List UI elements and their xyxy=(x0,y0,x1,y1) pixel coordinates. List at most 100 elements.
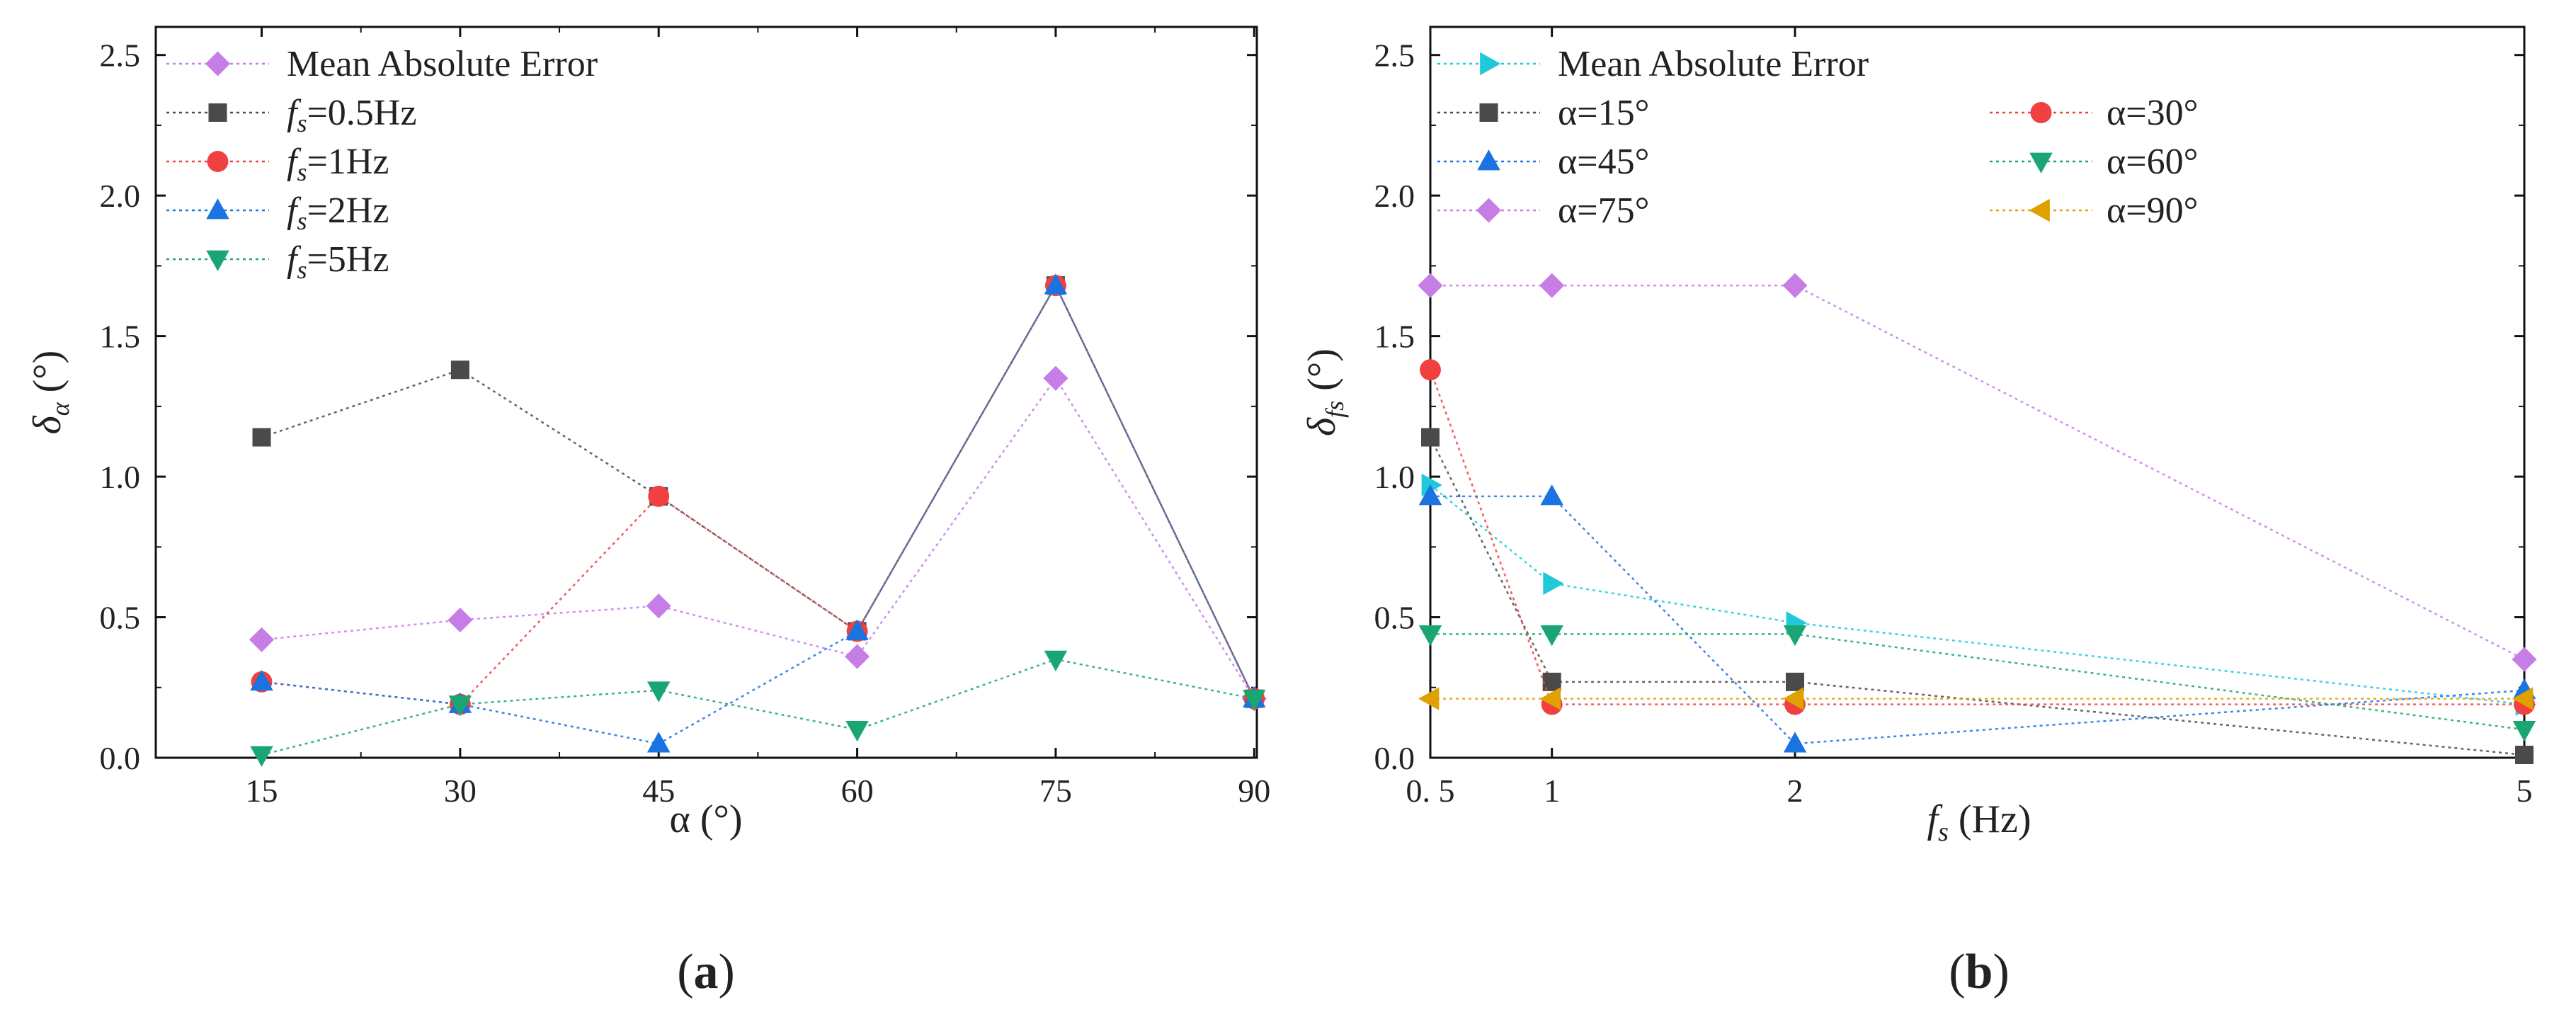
legend-marker xyxy=(205,51,231,76)
data-point xyxy=(648,485,670,507)
data-point xyxy=(448,607,473,633)
series-2 xyxy=(1420,359,2535,715)
legend-marker xyxy=(2029,152,2053,174)
legend-marker xyxy=(2029,198,2050,222)
legend-item: fs=2Hz xyxy=(166,191,389,235)
series-line xyxy=(1430,495,2525,745)
data-point xyxy=(2512,720,2536,742)
legend-marker xyxy=(1480,52,1501,76)
data-point xyxy=(1418,687,1440,710)
x-axis-label: α (°) xyxy=(669,797,742,841)
data-point xyxy=(1540,625,1563,647)
chart-panel-a: 0.0 0.5 1.0 1.5 2.0 2.5 15 30 45 60 75 90 α (°) δα (°… xyxy=(25,25,1270,999)
legend-item: α=90° xyxy=(1990,191,2198,231)
legend-marker xyxy=(2030,102,2052,123)
series-line xyxy=(261,658,1255,756)
x-tick-label: 15 xyxy=(246,773,278,809)
legend-label: α=75° xyxy=(1558,191,1649,231)
legend-item: fs=1Hz xyxy=(166,142,389,186)
x-tick-label: 30 xyxy=(444,773,477,809)
data-point xyxy=(646,593,671,619)
y-axis-label: δα (°) xyxy=(25,351,74,435)
legend-item: fs=5Hz xyxy=(166,239,389,284)
y-tick-label: 1.0 xyxy=(1374,459,1415,495)
legend-label: Mean Absolute Error xyxy=(287,44,598,84)
legend-marker xyxy=(1477,149,1500,171)
legend-label: α=15° xyxy=(1558,93,1649,133)
panel-caption: (b) xyxy=(1949,945,2010,999)
series-line xyxy=(1430,284,2525,661)
y-tick-label: 1.5 xyxy=(100,319,141,355)
series-0 xyxy=(249,365,1267,712)
legend-marker xyxy=(207,151,229,172)
series-line xyxy=(1429,369,2524,705)
series-line xyxy=(261,283,1255,705)
data-point xyxy=(2512,647,2537,672)
data-point xyxy=(1542,672,1561,691)
data-point xyxy=(1783,732,1807,753)
series-1 xyxy=(252,276,1264,708)
legend-label: Mean Absolute Error xyxy=(1558,44,1869,84)
data-point xyxy=(249,627,275,652)
legend: Mean Absolute Error α=15° α=30° α=45° α=60° α… xyxy=(1437,44,2198,231)
data-point xyxy=(1786,672,1804,691)
x-tick-label: 1 xyxy=(1544,773,1560,809)
series-6 xyxy=(1418,687,2534,710)
x-tick-label: 2 xyxy=(1787,773,1803,809)
plot-frame xyxy=(1429,25,2526,759)
y-tick-label: 0.5 xyxy=(1374,600,1415,636)
panel-caption: (a) xyxy=(677,945,735,999)
legend-label: fs=0.5Hz xyxy=(287,93,416,137)
series-3 xyxy=(250,273,1266,753)
legend-label: fs=5Hz xyxy=(287,239,389,284)
series-3 xyxy=(1418,484,2536,753)
legend-marker xyxy=(1479,103,1498,122)
legend-item: α=75° xyxy=(1437,191,1649,231)
x-tick-label: 45 xyxy=(642,773,675,809)
data-point xyxy=(252,428,271,447)
data-point xyxy=(1044,650,1068,671)
data-point xyxy=(1539,687,1561,710)
series-line xyxy=(1430,633,2525,731)
legend-item: α=60° xyxy=(1990,142,2198,182)
data-point xyxy=(1418,484,1442,506)
x-tick-label: 60 xyxy=(841,773,874,809)
x-tick-label: 75 xyxy=(1039,773,1072,809)
data-point xyxy=(845,720,869,742)
x-tick-label: 90 xyxy=(1238,773,1270,809)
x-axis-label: fs (Hz) xyxy=(1927,797,2031,847)
legend-marker xyxy=(206,198,229,220)
y-tick-label: 2.5 xyxy=(100,38,141,74)
legend-label: α=30° xyxy=(2107,93,2198,133)
legend-label: fs=1Hz xyxy=(287,142,389,186)
data-point xyxy=(1043,365,1068,391)
series-line xyxy=(261,376,1255,700)
series-4 xyxy=(1418,625,2536,742)
legend: Mean Absolute Error fs=0.5Hz fs=1Hz fs=2Hzf… xyxy=(166,44,598,284)
data-point xyxy=(845,619,869,640)
legend-marker xyxy=(206,250,229,271)
data-point xyxy=(646,732,671,753)
data-point xyxy=(1420,359,1441,381)
series-line xyxy=(261,283,1255,700)
chart-panel-b: 0.0 0.5 1.0 1.5 2.0 2.5 0. 5 1 2 5 fs (Hz) δfs (°) M… xyxy=(1300,25,2537,999)
y-tick-label: 0.5 xyxy=(100,600,141,636)
data-point xyxy=(845,644,870,669)
y-tick-label: 0.0 xyxy=(100,740,141,776)
y-tick-label: 2.0 xyxy=(100,178,141,214)
legend-marker xyxy=(1476,198,1502,223)
data-point xyxy=(1421,428,1440,447)
data-point xyxy=(1418,625,1442,647)
data-point xyxy=(1539,273,1565,298)
series-1 xyxy=(1421,428,2534,765)
y-tick-label: 2.0 xyxy=(1374,178,1415,214)
y-tick-label: 1.5 xyxy=(1374,319,1415,355)
legend-item: α=15° xyxy=(1437,93,1649,133)
x-tick-label: 5 xyxy=(2517,773,2533,809)
legend-item: fs=0.5Hz xyxy=(166,93,416,137)
data-point xyxy=(250,746,273,767)
y-axis-label: δfs (°) xyxy=(1300,348,1349,436)
legend-item: α=45° xyxy=(1437,142,1649,182)
data-point xyxy=(2515,746,2534,765)
